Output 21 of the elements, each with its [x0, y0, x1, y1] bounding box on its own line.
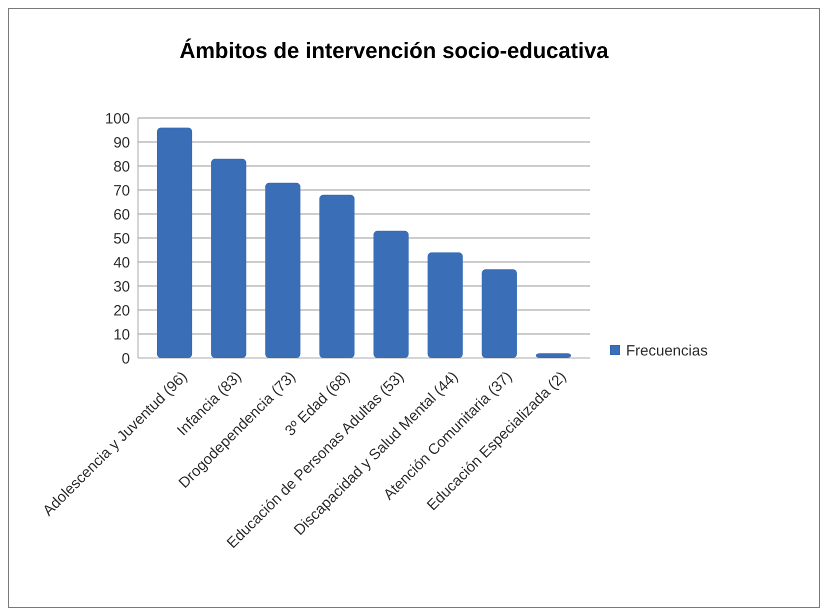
- legend-label: Frecuencias: [626, 342, 708, 360]
- y-tick-label: 30: [113, 278, 130, 296]
- bar: [482, 269, 517, 358]
- bar: [373, 230, 409, 358]
- y-tick-label: 100: [104, 110, 130, 128]
- bar: [265, 182, 300, 358]
- y-tick-label: 90: [113, 134, 130, 152]
- y-tick-label: 60: [113, 206, 130, 224]
- bar: [319, 194, 355, 358]
- bar: [156, 128, 192, 358]
- y-tick-label: 50: [113, 230, 130, 248]
- y-tick-label: 40: [113, 254, 130, 272]
- y-tick-label: 0: [122, 350, 130, 368]
- y-tick-label: 10: [113, 326, 130, 344]
- chart-title: Ámbitos de intervención socio-educativa: [179, 38, 610, 63]
- bar: [211, 158, 246, 358]
- y-tick-label: 20: [113, 302, 130, 320]
- bar: [536, 353, 572, 358]
- bar: [428, 252, 463, 358]
- y-tick-label: 70: [113, 182, 130, 200]
- y-tick-label: 80: [113, 158, 130, 176]
